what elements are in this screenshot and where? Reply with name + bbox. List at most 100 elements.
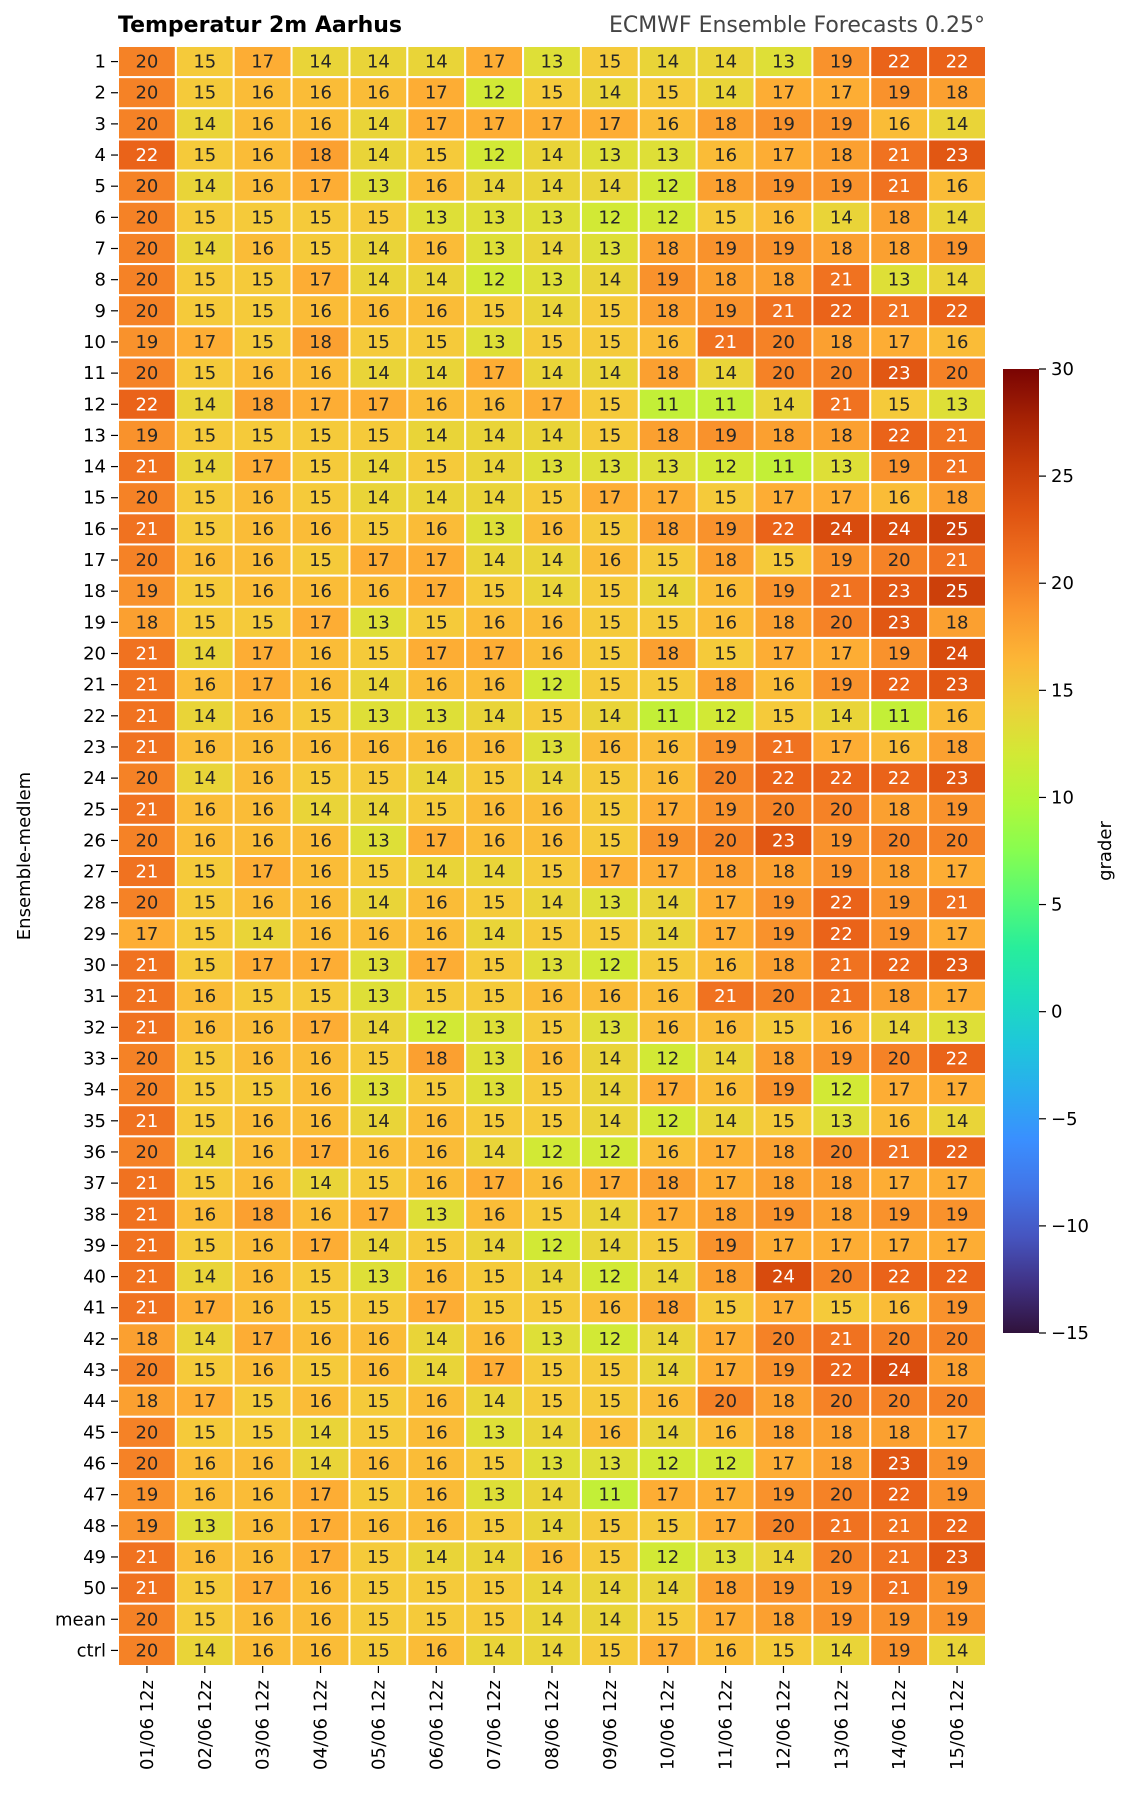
cell-value-label: 17 bbox=[483, 114, 506, 135]
heatmap-cell bbox=[406, 1353, 467, 1387]
cell-value-label: 19 bbox=[772, 1578, 795, 1599]
y-axis-ticks: 1234567891011121314151617181920212223242… bbox=[55, 52, 118, 1661]
cell-value-label: 22 bbox=[946, 1142, 969, 1163]
heatmap-cell bbox=[348, 1260, 409, 1294]
heatmap-cell bbox=[869, 1353, 930, 1387]
heatmap-cell bbox=[174, 886, 235, 920]
cell-value-label: 16 bbox=[309, 1329, 332, 1350]
cell-value-label: 11 bbox=[772, 457, 795, 478]
cell-value-label: 14 bbox=[656, 581, 679, 602]
cell-value-label: 11 bbox=[656, 706, 679, 727]
heatmap-cell bbox=[637, 200, 698, 234]
y-tick-label: 48 bbox=[83, 1516, 106, 1537]
cell-value-label: 16 bbox=[425, 1142, 448, 1163]
cell-value-label: 21 bbox=[135, 1111, 158, 1132]
cell-value-label: 14 bbox=[541, 1422, 564, 1443]
cell-value-label: 16 bbox=[251, 1609, 274, 1630]
cell-value-label: 17 bbox=[656, 1485, 679, 1506]
cell-value-label: 16 bbox=[309, 644, 332, 665]
heatmap-cell bbox=[290, 512, 351, 546]
heatmap-cell bbox=[869, 917, 930, 951]
cell-value-label: 14 bbox=[598, 1111, 621, 1132]
cell-value-label: 16 bbox=[251, 1360, 274, 1381]
cell-value-label: 17 bbox=[483, 363, 506, 384]
y-tick-label: 7 bbox=[95, 239, 106, 260]
heatmap-cell bbox=[579, 792, 640, 826]
cell-value-label: 16 bbox=[425, 737, 448, 758]
heatmap-cell bbox=[695, 1228, 756, 1263]
cell-value-label: 13 bbox=[598, 1454, 621, 1475]
cell-value-label: 15 bbox=[483, 986, 506, 1007]
heatmap-cell bbox=[695, 1104, 756, 1138]
heatmap-cell bbox=[117, 107, 177, 141]
cell-value-label: 14 bbox=[483, 706, 506, 727]
cell-value-label: 20 bbox=[830, 1142, 853, 1163]
heatmap-cell bbox=[348, 1041, 409, 1076]
cell-value-label: 17 bbox=[656, 862, 679, 883]
cell-value-label: 14 bbox=[367, 675, 390, 696]
heatmap-cell bbox=[464, 169, 525, 203]
cell-value-label: 16 bbox=[425, 1422, 448, 1443]
cell-value-label: 15 bbox=[251, 1391, 274, 1412]
cell-value-label: 18 bbox=[830, 145, 853, 166]
cell-value-label: 16 bbox=[425, 1516, 448, 1537]
cell-value-label: 18 bbox=[772, 1422, 795, 1443]
cell-value-label: 14 bbox=[425, 862, 448, 883]
heatmap-cell bbox=[579, 481, 640, 515]
cell-value-label: 22 bbox=[830, 768, 853, 789]
cell-value-label: 14 bbox=[367, 1017, 390, 1038]
cell-value-label: 15 bbox=[483, 1267, 506, 1288]
cell-value-label: 17 bbox=[656, 1204, 679, 1225]
cell-value-label: 20 bbox=[135, 1454, 158, 1475]
cell-value-label: 18 bbox=[656, 644, 679, 665]
heatmap-cell bbox=[927, 1135, 988, 1169]
cell-value-label: 14 bbox=[367, 893, 390, 914]
x-tick-label: 01/06 12z bbox=[137, 1680, 158, 1770]
cell-value-label: 12 bbox=[483, 83, 506, 104]
cell-value-label: 24 bbox=[888, 519, 911, 540]
heatmap-cell bbox=[753, 1041, 814, 1076]
cell-value-label: 20 bbox=[830, 799, 853, 820]
cell-value-label: 13 bbox=[830, 1111, 853, 1132]
cell-value-label: 20 bbox=[888, 1329, 911, 1350]
cell-value-label: 20 bbox=[888, 1391, 911, 1412]
cell-value-label: 13 bbox=[483, 239, 506, 260]
y-tick-label: 29 bbox=[83, 924, 106, 945]
heatmap-cell bbox=[695, 1415, 756, 1449]
heatmap-cell bbox=[695, 636, 756, 671]
cell-value-label: 14 bbox=[425, 1360, 448, 1381]
cell-value-label: 14 bbox=[367, 270, 390, 291]
cell-value-label: 20 bbox=[135, 1422, 158, 1443]
cell-value-label: 14 bbox=[714, 1111, 737, 1132]
cell-value-label: 15 bbox=[251, 425, 274, 446]
cell-value-label: 16 bbox=[656, 986, 679, 1007]
heatmap-cell bbox=[464, 450, 525, 484]
y-tick-label: 39 bbox=[83, 1235, 106, 1256]
cell-value-label: 18 bbox=[946, 612, 969, 633]
cell-value-label: 15 bbox=[772, 1111, 795, 1132]
cell-value-label: 21 bbox=[830, 955, 853, 976]
cell-value-label: 16 bbox=[425, 519, 448, 540]
cell-value-label: 16 bbox=[541, 830, 564, 851]
cell-value-label: 15 bbox=[483, 1298, 506, 1319]
cell-value-label: 13 bbox=[367, 176, 390, 197]
cell-value-label: 15 bbox=[367, 1640, 390, 1661]
cell-value-label: 16 bbox=[251, 1267, 274, 1288]
cell-value-label: 12 bbox=[656, 1547, 679, 1568]
cell-value-label: 21 bbox=[830, 270, 853, 291]
cell-value-label: 15 bbox=[367, 1049, 390, 1070]
cell-value-label: 15 bbox=[598, 519, 621, 540]
heatmap-cell bbox=[811, 1571, 872, 1605]
cell-value-label: 18 bbox=[135, 1391, 158, 1412]
cell-value-label: 16 bbox=[714, 1640, 737, 1661]
cell-value-label: 16 bbox=[946, 706, 969, 727]
cell-value-label: 15 bbox=[193, 425, 216, 446]
cell-value-label: 20 bbox=[135, 1360, 158, 1381]
cell-value-label: 17 bbox=[888, 1080, 911, 1101]
heatmap-cell bbox=[174, 1010, 235, 1044]
cell-value-label: 17 bbox=[193, 1391, 216, 1412]
cell-value-label: 12 bbox=[541, 675, 564, 696]
x-tick-label: 08/06 12z bbox=[542, 1680, 563, 1770]
cell-value-label: 22 bbox=[888, 52, 911, 73]
cell-value-label: 16 bbox=[251, 1111, 274, 1132]
